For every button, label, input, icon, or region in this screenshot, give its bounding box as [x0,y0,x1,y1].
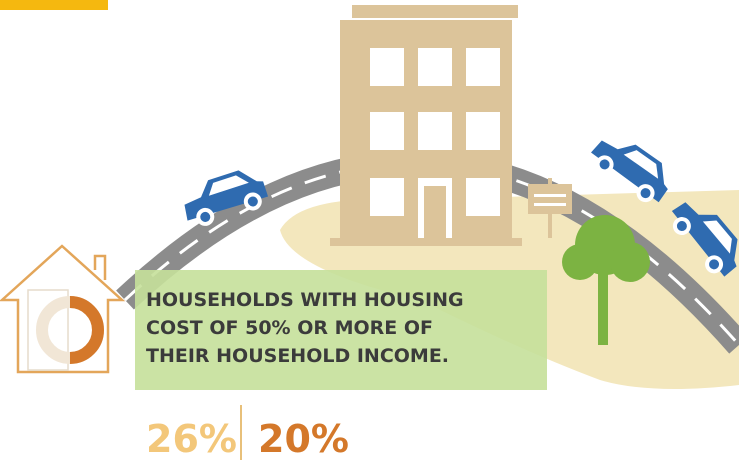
page: {"caption": {"lines": ["HOUSEHOLDS WITH … [0,0,739,462]
caption-line: COST OF 50% OR MORE OF [146,317,433,339]
house-icon [2,246,122,372]
stat-value: 20% [258,417,349,461]
caption-line: HOUSEHOLDS WITH HOUSING [146,289,464,311]
caption-line: THEIR HOUSEHOLD INCOME. [146,345,449,367]
accent-bar [0,0,108,10]
infographic: HOUSEHOLDS WITH HOUSING COST OF 50% OR M… [0,0,739,462]
stat-value: 26% [146,417,237,461]
building [330,5,522,246]
